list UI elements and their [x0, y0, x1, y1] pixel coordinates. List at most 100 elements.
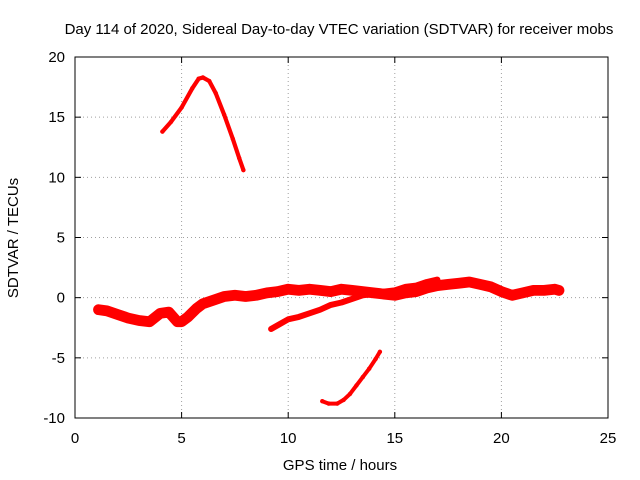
series-arc-main-band — [93, 276, 565, 328]
data-point — [230, 136, 235, 141]
data-point — [136, 318, 142, 323]
y-tick-label: 10 — [48, 169, 65, 186]
chart-title: Day 114 of 2020, Sidereal Day-to-day VTE… — [65, 21, 614, 38]
x-tick-label: 5 — [177, 430, 185, 447]
data-point — [360, 374, 365, 380]
data-point — [477, 282, 483, 287]
data-point — [185, 314, 191, 320]
y-tick-label: -5 — [52, 350, 65, 367]
y-tick-label: 0 — [57, 290, 65, 307]
data-point — [488, 284, 493, 289]
data-point — [328, 289, 333, 294]
data-point — [158, 311, 163, 316]
data-point — [194, 306, 199, 311]
data-point — [296, 288, 302, 293]
data-point — [254, 293, 259, 298]
x-tick-label: 0 — [71, 430, 79, 447]
data-point — [435, 283, 440, 288]
series-arc-negative-rise — [320, 349, 383, 406]
data-point — [96, 307, 101, 312]
data-point — [509, 293, 515, 298]
data-point — [104, 308, 110, 314]
y-tick-label: -10 — [43, 410, 65, 427]
series-band — [320, 349, 382, 406]
x-tick-label: 10 — [280, 430, 297, 447]
data-point — [350, 296, 355, 302]
data-point — [168, 119, 174, 125]
data-point — [237, 155, 242, 161]
y-tick-label: 15 — [48, 109, 65, 126]
data-point — [556, 288, 562, 293]
data-point — [232, 293, 238, 298]
y-tick-label: 20 — [48, 49, 65, 66]
data-point — [241, 167, 246, 173]
x-tick-label: 25 — [600, 430, 617, 447]
data-point — [413, 289, 419, 294]
data-point — [381, 291, 387, 297]
data-point — [320, 399, 325, 404]
data-point — [286, 287, 291, 292]
data-point — [456, 281, 461, 286]
data-point — [179, 319, 184, 324]
data-point — [392, 293, 397, 298]
data-point — [268, 326, 274, 332]
data-point — [326, 401, 331, 406]
data-point — [318, 307, 323, 312]
data-point — [467, 279, 472, 285]
data-point — [350, 288, 355, 293]
data-point — [499, 289, 504, 294]
data-point — [339, 300, 344, 305]
data-point — [126, 315, 131, 321]
data-point — [222, 112, 227, 118]
data-point — [190, 86, 195, 91]
data-point — [377, 349, 383, 354]
data-point — [360, 289, 365, 294]
data-point — [371, 290, 376, 296]
data-point — [264, 290, 270, 296]
x-tick-label: 15 — [386, 430, 403, 447]
series-layer — [93, 75, 565, 406]
data-point — [275, 289, 280, 294]
series-band — [160, 75, 246, 173]
data-point — [175, 319, 180, 324]
data-point — [335, 401, 340, 406]
data-point — [147, 319, 152, 324]
data-point — [531, 288, 536, 293]
data-point — [552, 287, 557, 292]
y-tick-label: 5 — [57, 230, 65, 247]
x-axis-label: GPS time / hours — [283, 457, 397, 474]
data-point — [277, 321, 282, 327]
data-point — [403, 290, 408, 296]
data-point — [307, 287, 312, 292]
series-arc-rising-peak — [160, 75, 246, 173]
data-point — [211, 297, 216, 303]
data-point — [341, 397, 346, 403]
data-point — [179, 105, 184, 110]
data-point — [160, 129, 165, 134]
data-point — [347, 391, 353, 397]
data-point — [328, 302, 333, 308]
data-point — [200, 75, 206, 80]
data-point — [541, 288, 547, 293]
data-point — [196, 76, 201, 81]
data-point — [424, 285, 429, 291]
data-point — [354, 383, 359, 388]
data-point — [445, 282, 451, 287]
data-point — [286, 317, 291, 322]
data-point — [115, 312, 120, 317]
ticks: 0 5 10 15 20 25 -10 -5 0 5 10 15 20 — [43, 49, 616, 447]
data-point — [373, 356, 378, 362]
x-tick-label: 20 — [493, 430, 510, 447]
data-point — [213, 90, 218, 96]
data-point — [520, 290, 525, 296]
data-point — [307, 311, 312, 316]
data-point — [367, 366, 372, 371]
y-axis-label: SDTVAR / TECUs — [5, 178, 22, 298]
data-point — [207, 78, 212, 84]
data-point — [200, 301, 206, 306]
data-point — [243, 294, 248, 299]
data-point — [318, 288, 323, 293]
data-point — [222, 294, 227, 299]
